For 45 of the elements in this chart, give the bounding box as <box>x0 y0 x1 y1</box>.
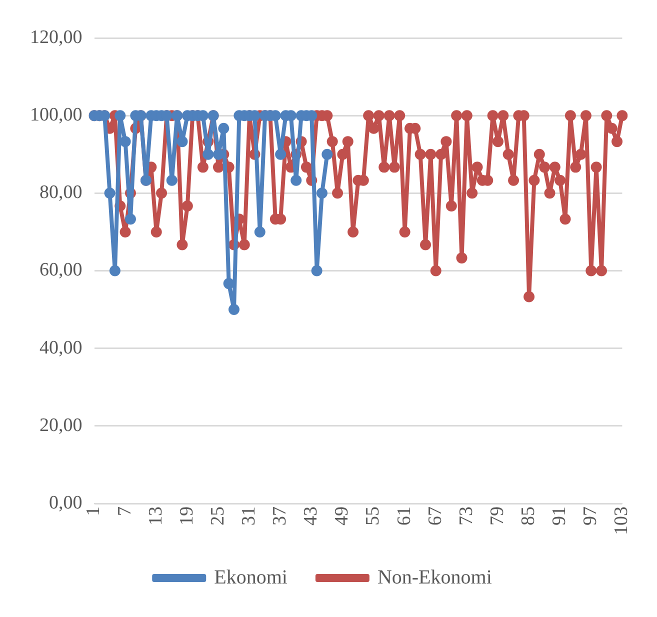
point <box>166 174 178 186</box>
point <box>316 188 328 199</box>
x-tick-label: 7 <box>114 506 136 516</box>
point <box>228 304 240 316</box>
point <box>275 148 286 160</box>
point <box>311 265 322 276</box>
y-tick-label: 20,00 <box>40 414 82 436</box>
x-tick-label: 25 <box>207 506 228 526</box>
x-tick-label: 85 <box>518 506 540 526</box>
point <box>218 122 230 134</box>
y-tick-label: 120,00 <box>30 26 82 48</box>
point <box>212 148 224 160</box>
y-tick-label: 0,00 <box>49 492 82 514</box>
point <box>176 136 188 148</box>
y-tick-label: 60,00 <box>40 260 82 281</box>
y-tick-label: 80,00 <box>40 182 82 204</box>
x-tick-label: 73 <box>456 506 477 526</box>
x-tick-label: 67 <box>424 506 446 526</box>
x-tick-label: 43 <box>300 506 322 526</box>
x-tick-label: 19 <box>176 506 198 526</box>
x-tick-label: 61 <box>394 506 415 526</box>
x-tick-label: 31 <box>238 506 260 526</box>
legend-label: Non-Ekonomi <box>377 566 492 588</box>
x-tick-label: 1 <box>83 506 104 516</box>
point <box>120 136 131 148</box>
point <box>202 148 214 160</box>
x-tick-label: 55 <box>362 506 384 526</box>
x-tick-label: 37 <box>270 506 291 526</box>
point <box>290 174 302 186</box>
point <box>114 110 126 122</box>
x-tick-label: 49 <box>332 506 353 526</box>
x-tick-label: 79 <box>486 506 508 526</box>
point <box>104 188 116 199</box>
x-tick-label: 103 <box>611 506 632 535</box>
point <box>254 226 266 238</box>
x-tick-label: 97 <box>580 506 602 526</box>
x-tick-label: 13 <box>145 506 166 526</box>
point <box>223 278 234 290</box>
point <box>124 214 136 225</box>
y-tick-label: 40,00 <box>40 337 82 358</box>
y-tick-label: 100,00 <box>30 104 82 126</box>
x-tick-label: 91 <box>549 506 570 526</box>
point <box>322 148 333 160</box>
legend-label: Ekonomi <box>214 566 288 588</box>
point <box>109 265 120 276</box>
